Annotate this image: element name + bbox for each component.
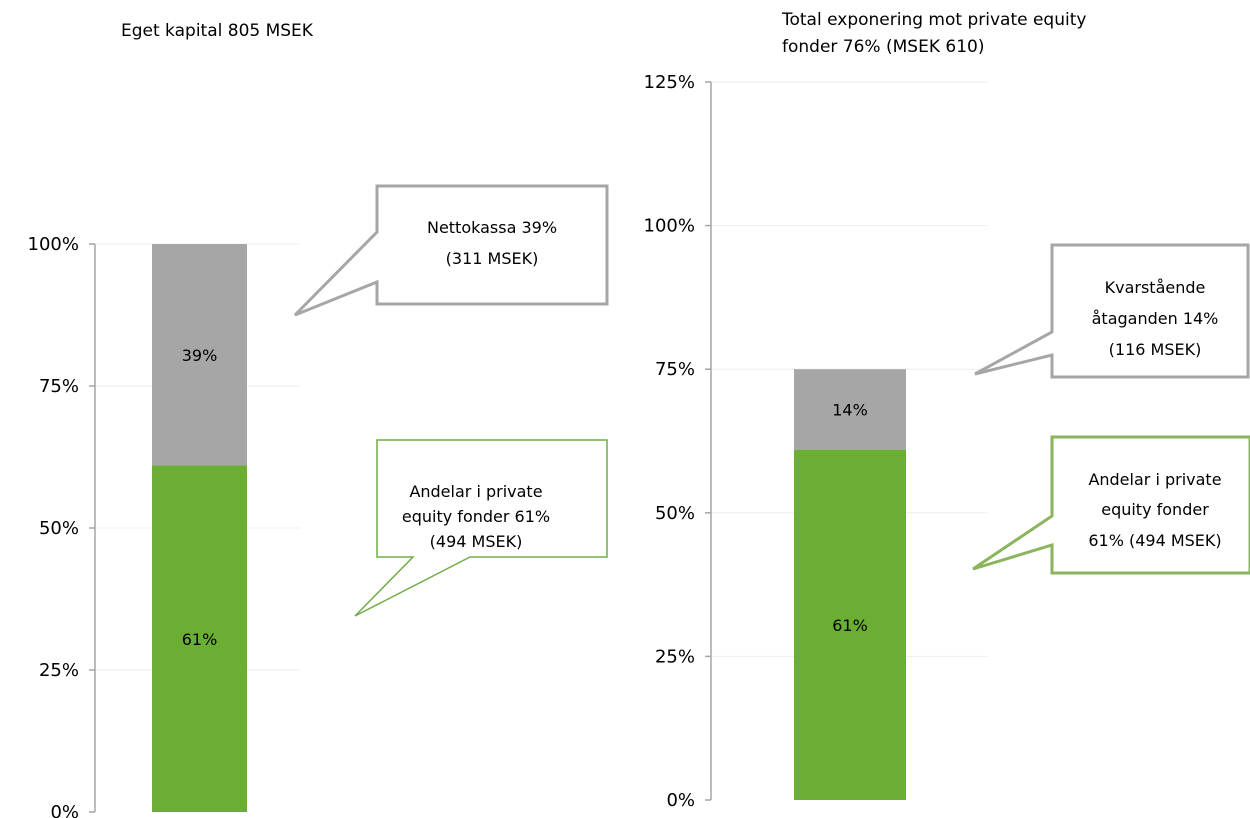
callout-andelar-2-shape [972, 435, 1250, 575]
callout-andelar-1-shape [354, 439, 608, 617]
y-tick-label: 50% [39, 518, 79, 539]
y-tick-label: 75% [655, 359, 695, 380]
callout-kvarstaende-line-3: (116 MSEK) [1109, 340, 1202, 359]
y-tick-label: 0% [50, 802, 79, 818]
callout-nettokassa-line-2: (311 MSEK) [446, 249, 539, 268]
callout-andelar-1-line-3: (494 MSEK) [430, 532, 523, 551]
data-label-pe: 61% [182, 630, 218, 649]
chart-1-y-tick-labels: 0% 25% 50% 75% 100% [28, 234, 95, 818]
callout-andelar-1-line-2: equity fonder 61% [402, 507, 550, 526]
bar-segment-pe [794, 449, 906, 800]
callout-kvarstaende-line-1: Kvarstående [1105, 278, 1206, 297]
callout-andelar-1-line-1: Andelar i private [409, 482, 542, 501]
callout-nettokassa-line-1: Nettokassa 39% [427, 218, 557, 237]
callout-andelar-2-line-1: Andelar i private [1088, 470, 1221, 489]
bar-segment-commit [794, 369, 906, 450]
y-tick-label: 25% [39, 660, 79, 681]
y-tick-label: 25% [655, 646, 695, 667]
bar-segment-cash [152, 244, 247, 466]
data-label-cash: 39% [182, 346, 218, 365]
y-tick-label: 75% [39, 376, 79, 397]
chart-1-bars [152, 244, 247, 812]
y-tick-label: 125% [644, 72, 695, 93]
chart-2-bars [794, 369, 906, 800]
chart-2-data-labels: 61% 14% [832, 400, 868, 634]
data-label-commit: 14% [832, 400, 868, 419]
callout-andelar-2-line-3: 61% (494 MSEK) [1088, 531, 1221, 550]
chart-2-title-line-2: fonder 76% (MSEK 610) [782, 37, 984, 57]
y-tick-label: 100% [28, 234, 79, 255]
callout-andelar-2-line-2: equity fonder [1101, 500, 1209, 519]
chart-2-y-tick-labels: 0% 25% 50% 75% 100% 125% [644, 72, 711, 811]
chart-1: Eget kapital 805 MSEK 0% 25% 50% 75% 100% 61… [28, 21, 609, 818]
data-label-pe: 61% [832, 616, 868, 635]
callout-kvarstaende-shape [974, 243, 1250, 379]
y-tick-label: 0% [666, 790, 695, 811]
chart-1-data-labels: 61% 39% [182, 346, 218, 649]
callout-kvarstaende-line-2: åtaganden 14% [1092, 309, 1219, 328]
callout-nettokassa-shape [293, 184, 609, 317]
chart-2: Total exponering mot private equity fond… [644, 10, 1250, 811]
chart-2-title-line-1: Total exponering mot private equity [781, 10, 1086, 30]
y-tick-label: 100% [644, 216, 695, 237]
y-tick-label: 50% [655, 503, 695, 524]
chart-1-title: Eget kapital 805 MSEK [121, 21, 314, 41]
bar-segment-pe [152, 465, 247, 812]
